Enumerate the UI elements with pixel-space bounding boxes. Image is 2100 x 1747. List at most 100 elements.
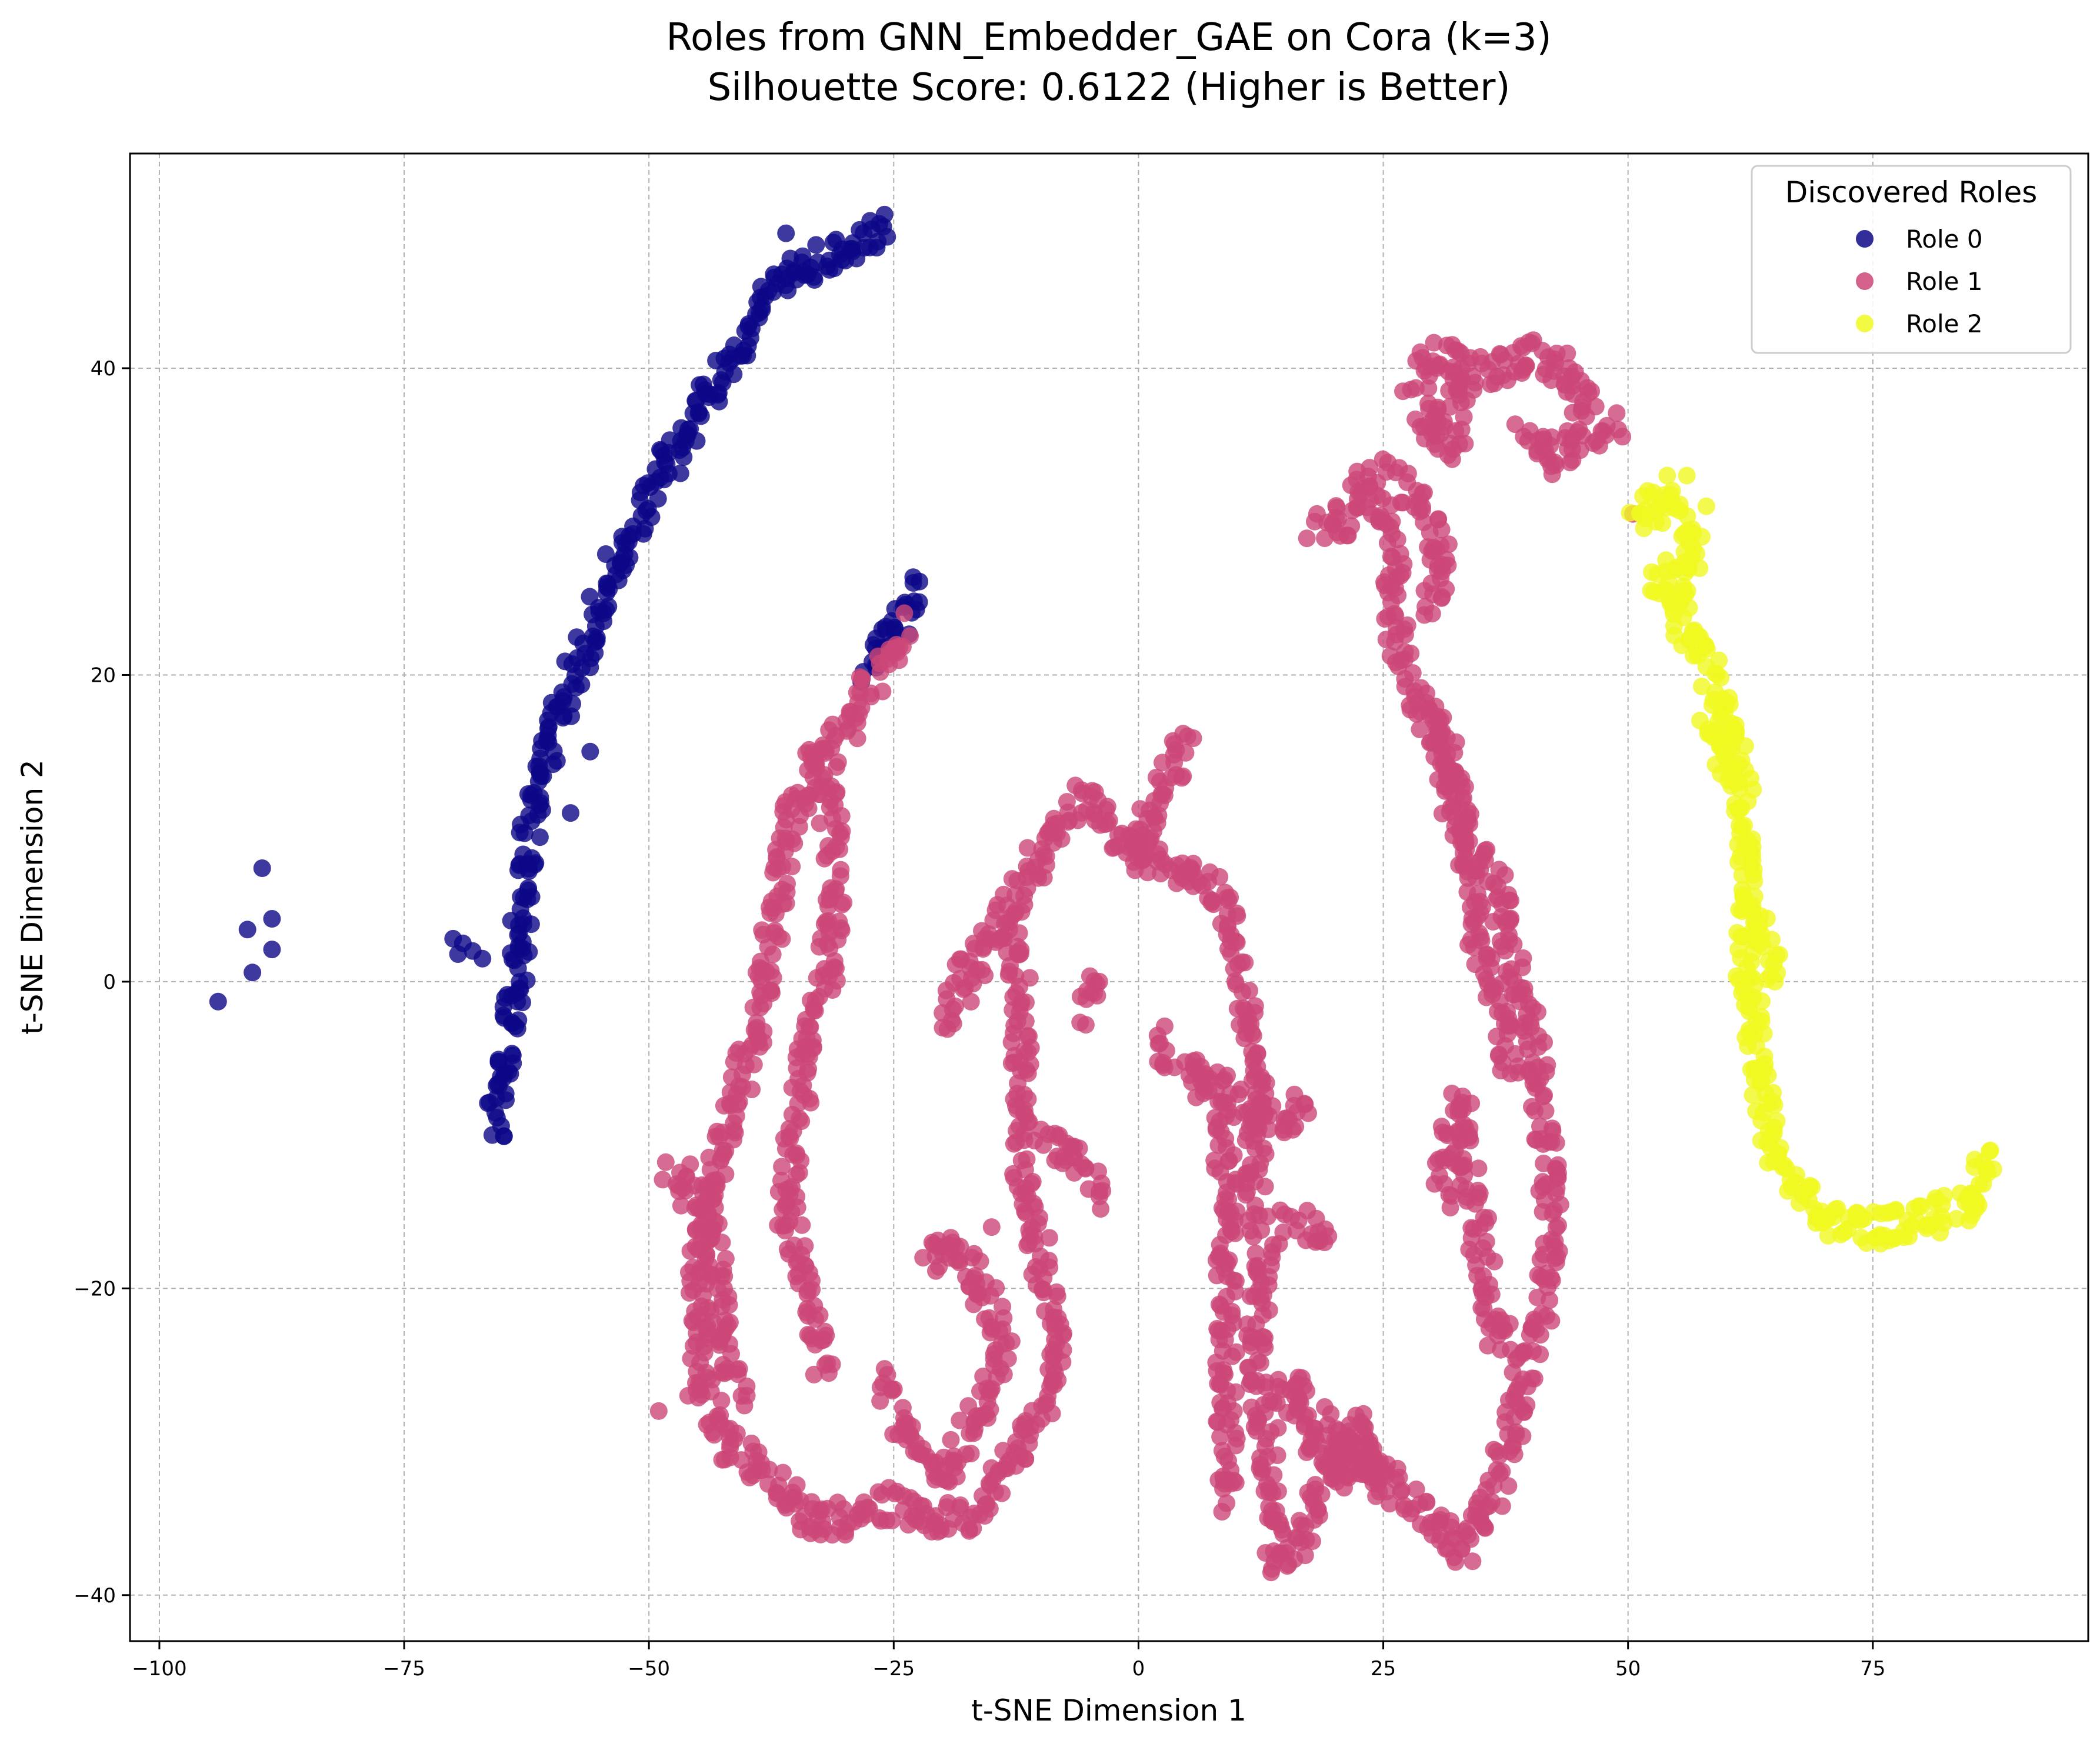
plot-area-frame [129, 152, 2089, 1642]
data-point [722, 1068, 741, 1086]
data-point [1306, 1476, 1324, 1494]
data-point [1256, 1145, 1275, 1163]
data-point [1775, 1156, 1793, 1174]
data-point [1248, 1414, 1266, 1432]
data-point [1225, 1402, 1243, 1421]
data-point [1348, 499, 1366, 517]
data-point [1262, 1563, 1280, 1582]
data-point [263, 941, 281, 959]
data-point [698, 1245, 716, 1263]
data-point [1488, 1461, 1506, 1479]
data-point [1429, 511, 1447, 529]
data-point [1800, 1191, 1818, 1209]
data-point [828, 783, 846, 801]
data-point [1981, 1141, 1999, 1159]
data-point [1523, 334, 1541, 352]
data-point [721, 345, 738, 364]
data-point [1072, 1155, 1091, 1173]
data-point [1729, 853, 1747, 871]
data-point [1429, 440, 1447, 458]
data-point [1474, 1239, 1492, 1257]
data-point [1018, 1150, 1036, 1168]
data-point [1502, 909, 1520, 928]
data-point [1454, 1100, 1472, 1118]
data-point [871, 1392, 889, 1410]
data-point [1205, 895, 1222, 913]
data-point [1479, 975, 1497, 993]
data-point [1499, 1477, 1518, 1495]
scatter-points [209, 205, 2002, 1582]
data-point [1678, 466, 1696, 485]
data-point [773, 1158, 791, 1176]
data-point [712, 1298, 731, 1316]
data-point [738, 1386, 756, 1405]
data-point [1020, 1234, 1038, 1252]
data-point [563, 655, 581, 673]
data-point [1697, 497, 1715, 515]
data-point [1251, 1449, 1269, 1467]
data-point [806, 1336, 824, 1353]
data-point [1745, 1071, 1764, 1089]
data-point [1492, 975, 1511, 993]
data-point [807, 236, 825, 254]
data-point [1758, 909, 1776, 928]
data-point [895, 604, 914, 622]
data-point [1226, 1282, 1244, 1301]
data-point [1865, 1203, 1883, 1221]
data-point [1040, 1252, 1058, 1269]
data-point [672, 1196, 690, 1215]
data-point [1003, 870, 1021, 888]
data-point [1411, 343, 1429, 361]
y-tick-label: 40 [91, 357, 116, 381]
data-point [787, 1166, 805, 1184]
data-point [1974, 1175, 1992, 1193]
data-point [671, 1163, 689, 1182]
data-point [1452, 834, 1470, 852]
data-point [946, 997, 964, 1015]
data-point [832, 919, 850, 937]
data-point [1514, 1427, 1532, 1445]
data-point [1223, 1302, 1241, 1321]
data-point [1244, 1026, 1262, 1045]
data-point [483, 1126, 501, 1144]
data-point [1306, 1419, 1324, 1438]
data-point [1227, 1343, 1245, 1361]
data-point [1394, 564, 1412, 582]
data-point [511, 824, 529, 842]
data-point [776, 1222, 794, 1240]
data-point [699, 1325, 717, 1343]
data-point [897, 1431, 915, 1449]
data-point [1001, 1452, 1019, 1469]
data-point [1525, 1369, 1544, 1388]
data-point [1384, 548, 1402, 566]
data-point [1296, 1095, 1314, 1113]
data-point [703, 1191, 721, 1209]
data-point [739, 317, 758, 335]
data-point [1426, 698, 1445, 716]
data-point [444, 929, 462, 948]
data-point [1151, 772, 1169, 791]
data-point [1218, 918, 1236, 936]
data-point [803, 1281, 821, 1299]
data-point [965, 935, 982, 953]
data-point [712, 371, 730, 389]
data-point [581, 588, 599, 606]
data-point [531, 796, 548, 814]
data-point [1478, 988, 1495, 1006]
data-point [1422, 357, 1441, 375]
data-point [1432, 569, 1450, 588]
data-point [982, 1218, 1001, 1236]
data-point [1215, 1071, 1234, 1089]
data-point [209, 992, 227, 1011]
data-point [755, 995, 773, 1012]
data-point [1209, 1375, 1227, 1393]
data-point [576, 645, 594, 663]
data-point [986, 1341, 1005, 1359]
x-axis-label: t-SNE Dimension 1 [971, 1693, 1246, 1728]
data-point [750, 968, 768, 986]
data-point [957, 1445, 975, 1463]
data-point [710, 1128, 728, 1146]
data-point [994, 1298, 1012, 1316]
data-point [1029, 851, 1047, 869]
